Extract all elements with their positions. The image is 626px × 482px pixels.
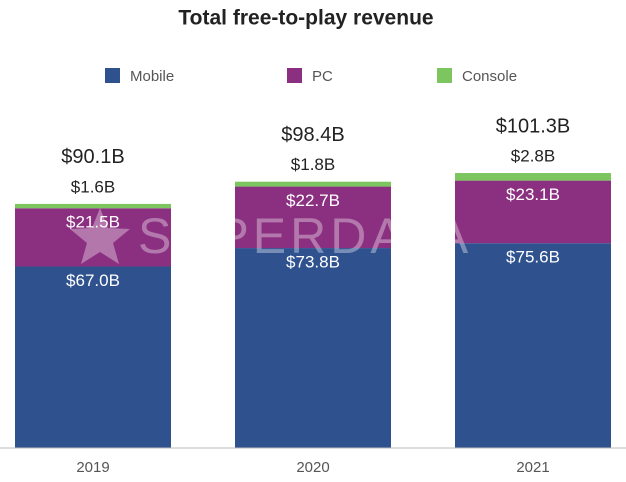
- value-label: $73.8B: [286, 253, 340, 272]
- value-label: $1.8B: [291, 155, 335, 174]
- watermark: SUPERDATA: [138, 208, 472, 264]
- bar-segment: [455, 243, 611, 448]
- total-label: $90.1B: [61, 146, 124, 168]
- x-tick-label: 2019: [76, 459, 109, 476]
- value-label: $1.6B: [71, 177, 115, 196]
- legend-swatch: [105, 68, 120, 83]
- x-tick-label: 2021: [516, 459, 549, 476]
- value-label: $75.6B: [506, 248, 560, 267]
- bar-segment: [15, 266, 171, 448]
- value-label: $22.7B: [286, 191, 340, 210]
- bar-segment: [235, 186, 391, 249]
- watermark-star: [70, 208, 130, 264]
- total-label: $98.4B: [281, 124, 344, 146]
- total-label: $101.3B: [496, 115, 571, 137]
- value-label: $21.5B: [66, 213, 120, 232]
- chart-title: Total free-to-play revenue: [178, 7, 433, 30]
- bar-segment: [455, 173, 611, 181]
- legend-label: Console: [462, 68, 517, 85]
- x-tick-label: 2020: [296, 459, 329, 476]
- value-label: $23.1B: [506, 185, 560, 204]
- legend-label: PC: [312, 68, 333, 85]
- bar-segment: [15, 208, 171, 267]
- legend-label: Mobile: [130, 68, 174, 85]
- bar-segment: [15, 203, 171, 209]
- bar-segment: [235, 181, 391, 187]
- value-label: $67.0B: [66, 271, 120, 290]
- bar-segment: [235, 248, 391, 448]
- legend-swatch: [287, 68, 302, 83]
- legend-swatch: [437, 68, 452, 83]
- bar-segment: [455, 180, 611, 244]
- value-label: $2.8B: [511, 147, 555, 166]
